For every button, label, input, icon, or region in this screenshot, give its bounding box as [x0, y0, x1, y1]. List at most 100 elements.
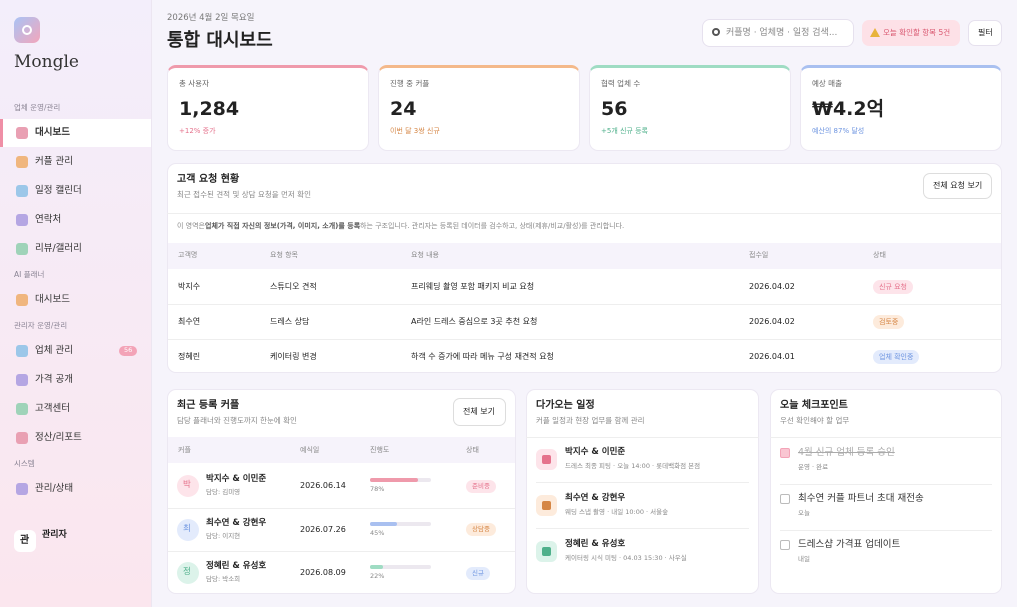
row-divider	[168, 304, 1001, 305]
checkbox[interactable]	[780, 494, 790, 504]
cell: 정혜린	[178, 352, 201, 362]
column-header: 상태	[873, 251, 886, 260]
stat-label: 진행 중 커플	[390, 78, 430, 88]
divider	[526, 437, 759, 438]
search-placeholder: 커플명 · 업체명 · 일정 검색...	[726, 27, 838, 38]
section-subtitle: 우선 확인해야 할 업무	[780, 415, 850, 425]
progress-label: 22%	[370, 572, 385, 581]
button-bg[interactable]	[923, 173, 992, 199]
status-pill: 준비중	[466, 479, 496, 493]
nav-icon	[16, 432, 28, 444]
couple-name: 박지수 & 이민준	[206, 474, 267, 485]
nav-item[interactable]: 관리/상태	[35, 483, 74, 495]
stat-note: 예산의 87% 달성	[812, 127, 865, 136]
event-icon-mark	[542, 501, 551, 510]
status-pill: 신규	[466, 566, 490, 580]
stat-card	[800, 65, 1002, 151]
stat-value: 24	[390, 97, 417, 120]
nav-item[interactable]: 대시보드	[35, 127, 70, 139]
nav-item[interactable]: 커플 관리	[35, 156, 73, 168]
stat-value: 56	[601, 97, 628, 120]
nav-item[interactable]: 업체 관리	[35, 345, 73, 357]
date: 2026년 4월 2일 목요일	[167, 13, 255, 24]
search-box[interactable]	[702, 19, 854, 47]
column-header: 접수일	[749, 251, 769, 260]
button-text: 전체 요청 보기	[933, 181, 983, 191]
wedding-date: 2026.08.09	[300, 568, 346, 578]
column-header: 고객명	[178, 251, 198, 260]
section-subtitle: 커플 일정과 현장 업무를 함께 관리	[536, 415, 645, 425]
cell: 최수연	[178, 317, 201, 327]
section-title: 고객 요청 현황	[177, 174, 240, 185]
logo-mark	[22, 25, 32, 35]
notice-before: 이 영역은	[177, 222, 205, 231]
status-pill: 업체 확인중	[873, 350, 920, 364]
column-header: 진행도	[370, 446, 390, 455]
status-pill: 상담중	[466, 523, 496, 536]
progress-label: 78%	[370, 485, 385, 494]
column-header: 상태	[466, 446, 479, 455]
event-detail: 드레스 최종 피팅 · 오늘 14:00 · 롯데백화점 본점	[565, 462, 701, 471]
filter-button[interactable]	[968, 20, 1002, 46]
checkbox[interactable]	[780, 540, 790, 550]
nav-item[interactable]: 리뷰/갤러리	[35, 243, 82, 255]
stat-label: 예상 매출	[812, 78, 842, 88]
table-header-bg	[168, 243, 1001, 269]
nav-item[interactable]: 가격 공개	[35, 374, 73, 386]
nav-item[interactable]: 일정 캘린더	[35, 185, 82, 197]
wedding-date: 2026.06.14	[300, 481, 346, 491]
nav-icon	[16, 214, 28, 226]
avatar	[177, 475, 199, 497]
planner: 담당: 박소희	[206, 575, 241, 584]
nav-section-title: 관리자 운영/관리	[14, 320, 68, 330]
checkpoint-sub: 오늘	[798, 509, 810, 518]
button-text: 전체 보기	[463, 407, 495, 417]
progress-bar	[370, 478, 418, 482]
planner: 담당: 이지현	[206, 531, 241, 540]
nav-icon	[16, 127, 28, 139]
wedding-date: 2026.07.26	[300, 524, 346, 534]
stat-note: +5개 신규 등록	[601, 127, 648, 136]
page-title: 통합 대시보드	[167, 30, 273, 52]
checkpoint-text: 드레스샵 가격표 업데이트	[798, 539, 901, 551]
planner: 담당: 김미영	[206, 488, 241, 497]
progress-track	[370, 565, 431, 569]
nav-item[interactable]: 연락처	[35, 214, 62, 226]
nav-item[interactable]: 대시보드	[35, 294, 70, 306]
row-divider	[780, 484, 992, 485]
stat-note: +12% 증가	[179, 127, 216, 136]
search-icon	[712, 28, 720, 36]
avatar	[177, 518, 199, 541]
nav-icon	[16, 374, 28, 386]
checkbox[interactable]	[780, 448, 790, 458]
status-pill: 검토중	[873, 315, 905, 329]
user-avatar	[14, 530, 36, 552]
row-divider	[780, 530, 992, 531]
nav-item[interactable]: 정산/리포트	[35, 432, 82, 444]
column-header: 요청 내용	[411, 251, 439, 260]
progress-bar	[370, 565, 384, 569]
alert-text: 오늘 확인할 항목 5건	[883, 27, 951, 37]
column-header: 요청 항목	[270, 251, 298, 260]
cell: 2026.04.02	[749, 282, 795, 292]
event-detail: 웨딩 스냅 촬영 · 내일 10:00 · 서울숲	[565, 508, 669, 517]
nav-icon	[16, 483, 28, 495]
event-name: 박지수 & 이민준	[565, 447, 626, 458]
stat-card	[589, 65, 791, 151]
event-icon-mark	[542, 455, 551, 464]
cell: 2026.04.01	[749, 352, 795, 362]
column-header: 예식일	[300, 446, 320, 455]
divider	[167, 213, 1002, 214]
progress-bar	[370, 521, 398, 526]
cell: 스튜디오 견적	[270, 282, 317, 292]
user-avatar-text: 관	[20, 535, 30, 546]
row-divider	[168, 551, 515, 552]
cell: 2026.04.02	[749, 317, 795, 327]
user-name: 관리자	[42, 529, 67, 540]
divider	[770, 437, 1002, 438]
stat-note: 이번 달 3쌍 신규	[390, 127, 440, 136]
nav-icon	[16, 403, 28, 415]
nav-item[interactable]: 고객센터	[35, 403, 70, 415]
button-bg[interactable]	[453, 398, 506, 426]
